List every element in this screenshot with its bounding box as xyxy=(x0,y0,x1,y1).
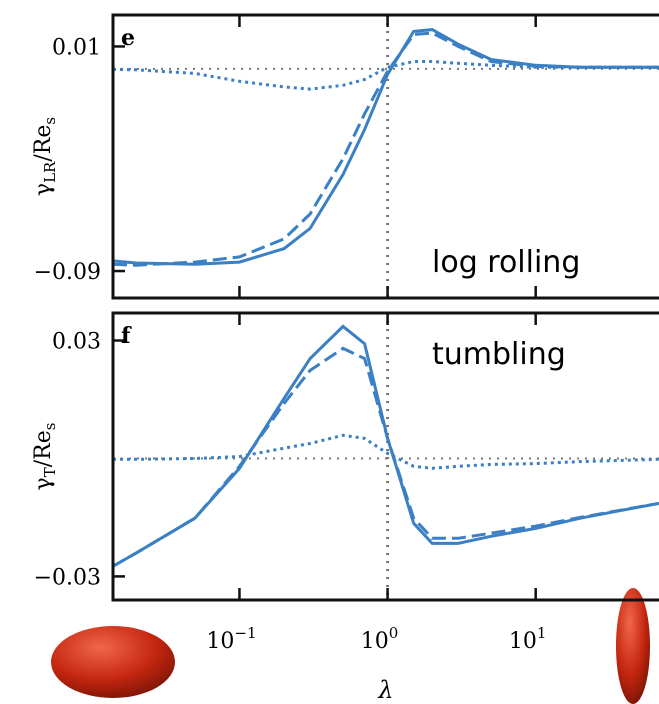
series-line xyxy=(112,346,659,568)
panel-label: e xyxy=(121,25,135,51)
x-tick-base: 10 xyxy=(361,629,389,654)
y-axis-label-part: s xyxy=(41,117,59,125)
x-axis-label: λ xyxy=(377,676,393,704)
y-axis-label-part: s xyxy=(41,423,59,431)
x-tick-label: 10−1 xyxy=(206,624,256,654)
series-line xyxy=(112,60,659,91)
x-tick-exponent: −1 xyxy=(234,624,256,642)
panel-label: f xyxy=(121,323,132,349)
x-tick-exponent: 1 xyxy=(537,624,547,642)
x-tick-exponent: 0 xyxy=(389,624,399,642)
x-tick-label: 100 xyxy=(361,624,399,654)
series-line xyxy=(113,433,659,470)
series-line xyxy=(112,31,659,267)
y-axis-label-part: /Re xyxy=(31,125,56,162)
y-axis-label-part: γ xyxy=(31,183,56,196)
oblate-ellipsoid xyxy=(51,626,175,698)
y-axis-label-part: LR xyxy=(41,161,59,183)
y-tick-label: −0.09 xyxy=(34,260,101,285)
series-line xyxy=(112,324,659,568)
y-tick-label: 0.01 xyxy=(52,35,101,60)
prolate-ellipsoid xyxy=(616,588,650,704)
annotation: log rolling xyxy=(432,245,580,280)
y-tick-label: 0.03 xyxy=(52,330,101,355)
y-axis-label-part: /Re xyxy=(31,430,56,467)
y-axis-label-part: T xyxy=(41,467,59,477)
y-axis-label: γT/Res xyxy=(31,423,59,491)
plot-frame xyxy=(111,311,659,602)
x-tick-label: 101 xyxy=(509,624,547,654)
x-tick-base: 10 xyxy=(206,629,234,654)
x-tick-base: 10 xyxy=(509,629,537,654)
y-axis-label: γLR/Res xyxy=(31,117,59,196)
y-axis-label-part: γ xyxy=(31,477,56,490)
y-tick-label: −0.03 xyxy=(34,565,101,590)
series-line xyxy=(112,28,659,266)
annotation: tumbling xyxy=(432,337,566,372)
